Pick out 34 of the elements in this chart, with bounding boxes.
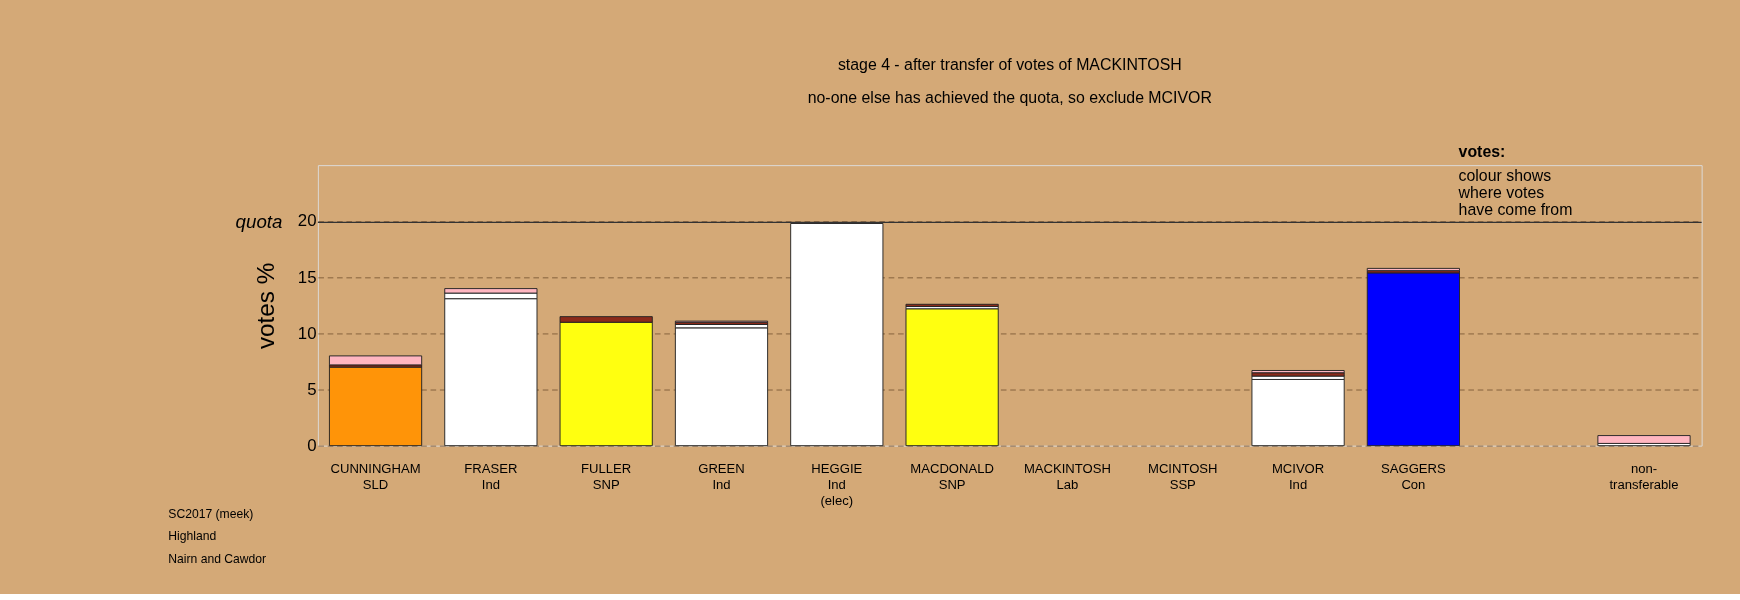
y-tick-label: 5: [307, 379, 317, 399]
bar: [1366, 272, 1460, 447]
x-tick-label: FULLER SNP: [581, 461, 632, 493]
bar: [905, 308, 999, 447]
text: Nairn and Cawdor: [168, 551, 267, 566]
y-tick-label: 20: [297, 211, 317, 231]
x-tick-label: GREEN Ind: [698, 461, 745, 493]
bar: [674, 327, 769, 447]
y-tick-label: 15: [297, 267, 317, 287]
bar: [790, 223, 884, 447]
x-tick-label: HEGGIE Ind (elec): [811, 461, 863, 509]
x-tick-label: SAGGERS Con: [1381, 461, 1446, 493]
chart-subtitle: no-one else has achieved the quota, so exclude MCIVOR: [807, 88, 1212, 106]
x-tick-label: MCINTOSH SSP: [1147, 461, 1218, 493]
annotation: colour shows where votes have come from: [1457, 167, 1573, 218]
x-tick-label: MACKINTOSH Lab: [1023, 461, 1111, 493]
bar: [1597, 435, 1691, 444]
text: Highland: [168, 529, 217, 544]
x-tick-label: MACDONALD SNP: [910, 461, 994, 493]
bar: [1251, 379, 1345, 447]
ref-line-label: quota: [235, 211, 283, 232]
bar: [444, 298, 538, 447]
bar: [328, 366, 423, 447]
y-axis-title: votes %: [252, 262, 280, 350]
text: votes:: [1458, 142, 1506, 160]
text: SC2017 (meek): [168, 506, 254, 521]
chart-title: stage 4 - after transfer of votes of MACKINTOSH: [837, 55, 1182, 73]
x-tick-label: CUNNINGHAM SLD: [330, 461, 421, 493]
x-tick-label: FRASER Ind: [464, 461, 518, 493]
x-tick-label: non- transferable: [1609, 461, 1679, 493]
y-tick-label: 0: [307, 435, 317, 455]
y-tick-label: 10: [297, 323, 317, 343]
x-tick-label: MCIVOR Ind: [1271, 461, 1325, 493]
bar: [328, 355, 423, 366]
